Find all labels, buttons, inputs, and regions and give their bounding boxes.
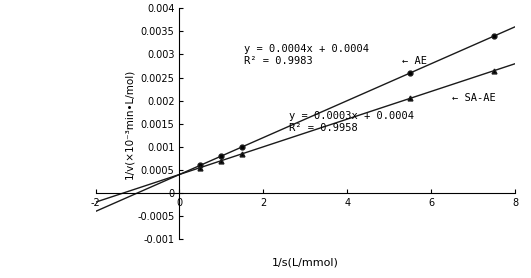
Text: R² = 0.9983: R² = 0.9983: [244, 56, 313, 66]
Y-axis label: 1/v(×10⁻³min•L/mol): 1/v(×10⁻³min•L/mol): [125, 69, 134, 179]
Text: ← SA-AE: ← SA-AE: [452, 93, 496, 103]
Text: R² = 0.9958: R² = 0.9958: [288, 123, 357, 133]
Text: y = 0.0003x + 0.0004: y = 0.0003x + 0.0004: [288, 111, 414, 121]
X-axis label: 1/s(L/mmol): 1/s(L/mmol): [272, 257, 339, 267]
Text: ← AE: ← AE: [402, 56, 427, 66]
Text: y = 0.0004x + 0.0004: y = 0.0004x + 0.0004: [244, 44, 370, 54]
